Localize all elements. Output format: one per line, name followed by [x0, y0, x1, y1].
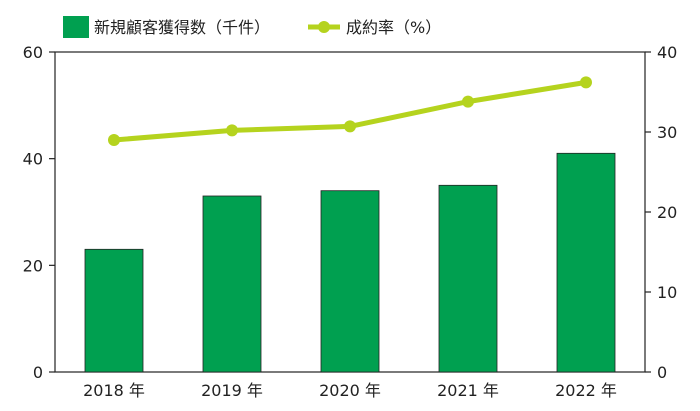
bar-4: [438, 184, 498, 373]
line-layer: [108, 76, 592, 146]
legend-bar-swatch: [63, 16, 89, 38]
legend-line-label: 成約率（%）: [346, 18, 441, 37]
legend-line-marker: [318, 21, 330, 33]
left-tick-label-1: 0: [33, 363, 43, 382]
rate-point-3: [344, 120, 356, 133]
right-tick-label-1: 0: [657, 363, 667, 382]
rate-point-2: [226, 124, 238, 137]
right-tick-label-5: 40: [657, 43, 677, 62]
x-label-3: 2020 年: [319, 381, 381, 400]
bar-3: [320, 190, 380, 373]
rate-point-1: [108, 134, 120, 146]
legend-bar-label: 新規顧客獲得数（千件）: [94, 18, 270, 37]
right-tick-label-4: 30: [657, 123, 677, 142]
left-tick-label-3: 40: [23, 150, 43, 169]
x-label-5: 2022 年: [555, 381, 617, 400]
rate-point-5: [580, 76, 592, 89]
axis-layer: 0 20 40 60 0 10 20 30 40 2018 年 2019 年 2020 年 2021 年…: [23, 43, 678, 400]
left-tick-label-2: 20: [23, 256, 43, 275]
right-tick-label-2: 10: [657, 283, 677, 302]
bars-layer: [84, 152, 616, 373]
bar-5: [556, 152, 616, 373]
legend: 新規顧客獲得数（千件） 成約率（%）: [63, 16, 441, 38]
rate-point-4: [462, 95, 474, 108]
bar-1: [84, 248, 144, 373]
x-label-1: 2018 年: [83, 381, 145, 400]
bar-2: [202, 195, 262, 373]
x-label-4: 2021 年: [437, 381, 499, 400]
x-label-2: 2019 年: [201, 381, 263, 400]
left-tick-label-4: 60: [23, 43, 43, 62]
right-tick-label-3: 20: [657, 203, 677, 222]
